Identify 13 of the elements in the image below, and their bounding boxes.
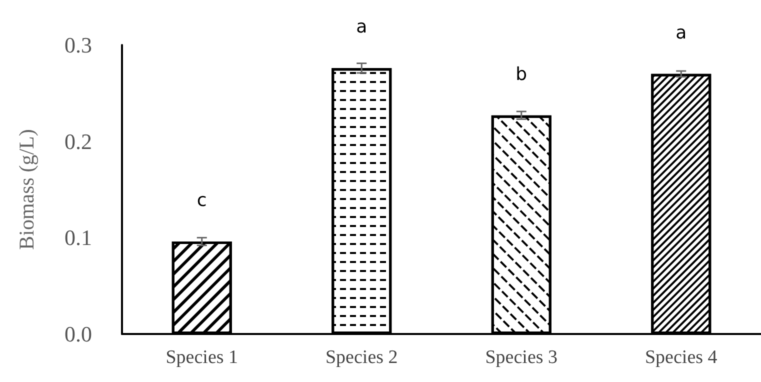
- y-tick-label: 0.3: [64, 32, 92, 58]
- x-tick-label: Species 4: [644, 347, 718, 368]
- y-tick-label: 0.0: [64, 322, 92, 346]
- x-tick-label: Species 2: [325, 347, 398, 368]
- y-tick-label: 0.1: [64, 225, 92, 250]
- x-tick-label: Species 1: [166, 347, 238, 368]
- data-label: b: [516, 64, 528, 85]
- data-label: c: [196, 190, 207, 212]
- y-axis-title: Biomass (g/L): [14, 129, 38, 250]
- data-label: a: [356, 16, 368, 38]
- x-tick-label: Species 3: [485, 347, 558, 368]
- data-label: a: [676, 22, 687, 44]
- y-tick-label: 0.2: [64, 128, 92, 154]
